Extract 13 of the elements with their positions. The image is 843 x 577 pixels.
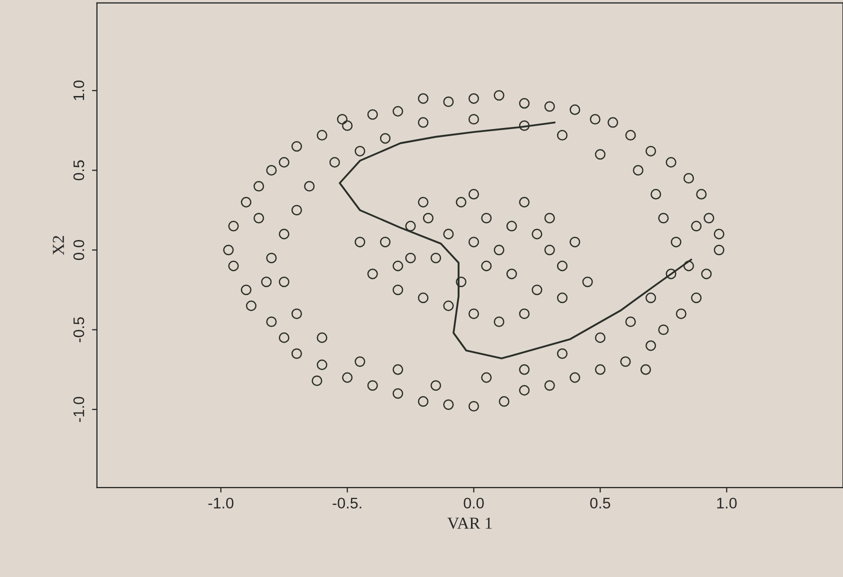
y-tick-label: 0.5 (73, 160, 84, 180)
line-series (338, 122, 692, 360)
x-tick-label: -1.0 (208, 498, 234, 509)
x-tick-label: 0.5 (590, 498, 610, 509)
y-tick-label: -0.5 (73, 317, 84, 342)
x-tick-label: 0.0 (464, 498, 484, 509)
y-tick-label: -1.0 (73, 396, 84, 422)
x-axis-title: VAR 1 (447, 518, 492, 529)
x-tick-label: 1.0 (717, 498, 737, 509)
y-tick-label: 0.0 (73, 240, 84, 260)
y-tick-label: 1.0 (73, 80, 84, 100)
x-tick-label: -0.5. (332, 498, 362, 509)
y-axis-title: X2 (52, 236, 64, 256)
